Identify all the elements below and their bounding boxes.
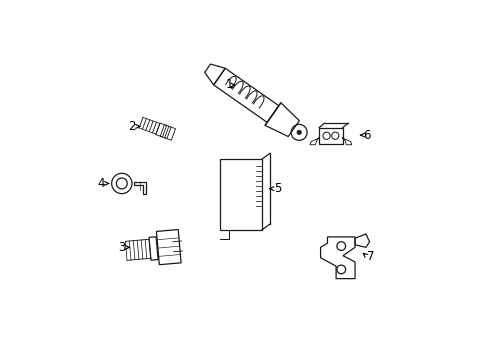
Text: 4: 4	[97, 177, 104, 190]
Bar	[319, 127, 342, 144]
Text: 3: 3	[118, 241, 125, 254]
Text: 2: 2	[128, 120, 136, 133]
Circle shape	[296, 130, 301, 135]
Text: 7: 7	[366, 249, 374, 262]
Text: 5: 5	[273, 182, 281, 195]
Text: 6: 6	[363, 129, 370, 141]
Bar	[220, 159, 262, 230]
Text: 1: 1	[225, 78, 232, 91]
